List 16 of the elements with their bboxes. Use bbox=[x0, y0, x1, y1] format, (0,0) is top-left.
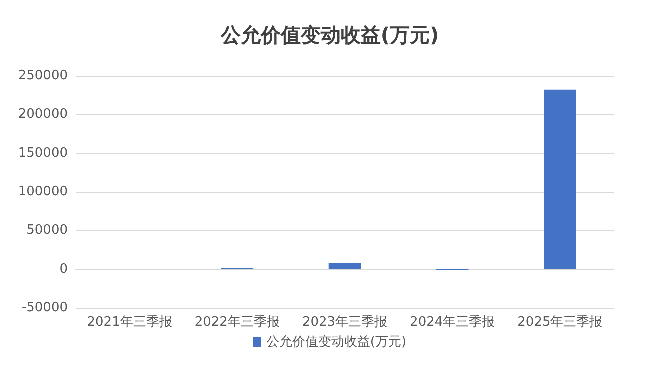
y-tick-label: 50000 bbox=[26, 223, 68, 238]
chart-title: 公允价值变动收益(万元) bbox=[220, 23, 440, 47]
x-tick-label: 2023年三季报 bbox=[302, 315, 388, 330]
y-tick-label: 250000 bbox=[18, 68, 68, 84]
x-tick-label: 2025年三季报 bbox=[518, 315, 603, 330]
x-tick-label: 2021年三季报 bbox=[87, 315, 172, 330]
y-tick-label: 200000 bbox=[18, 107, 68, 122]
y-tick-label: -50000 bbox=[22, 300, 68, 316]
y-tick-label: 150000 bbox=[18, 146, 68, 161]
x-tick-label: 2022年三季报 bbox=[194, 315, 280, 330]
y-tick-label: 100000 bbox=[18, 184, 68, 200]
x-tick-label: 2024年三季报 bbox=[410, 315, 496, 330]
bar bbox=[544, 90, 576, 270]
y-tick-label: 0 bbox=[60, 262, 68, 277]
legend-label: 公允价值变动收益(万元) bbox=[266, 335, 407, 350]
bar bbox=[328, 263, 362, 270]
